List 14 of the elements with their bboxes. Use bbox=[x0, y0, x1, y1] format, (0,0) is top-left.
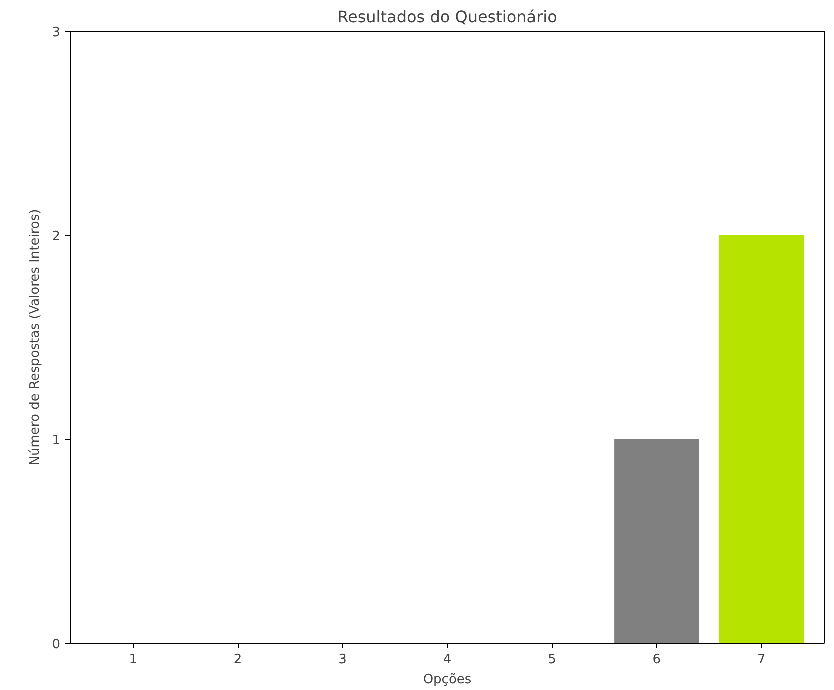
x-axis-title: Opções bbox=[423, 672, 472, 688]
x-tick-label: 5 bbox=[548, 652, 556, 668]
x-tick-label: 1 bbox=[129, 652, 138, 668]
y-tick-label: 2 bbox=[52, 230, 61, 244]
x-tick-label: 3 bbox=[338, 652, 347, 668]
y-tick-label: 3 bbox=[52, 26, 61, 40]
x-tick-label: 7 bbox=[758, 652, 766, 668]
x-tick-label: 4 bbox=[443, 652, 452, 668]
x-tick-label: 2 bbox=[234, 652, 242, 668]
y-tick-label: 0 bbox=[52, 638, 61, 652]
y-axis-title: Número de Respostas (Valores Inteiros) bbox=[28, 209, 44, 466]
chart-title: Resultados do Questionário bbox=[338, 8, 558, 26]
x-tick-label: 6 bbox=[652, 652, 662, 668]
y-tick-label: 1 bbox=[52, 434, 61, 448]
